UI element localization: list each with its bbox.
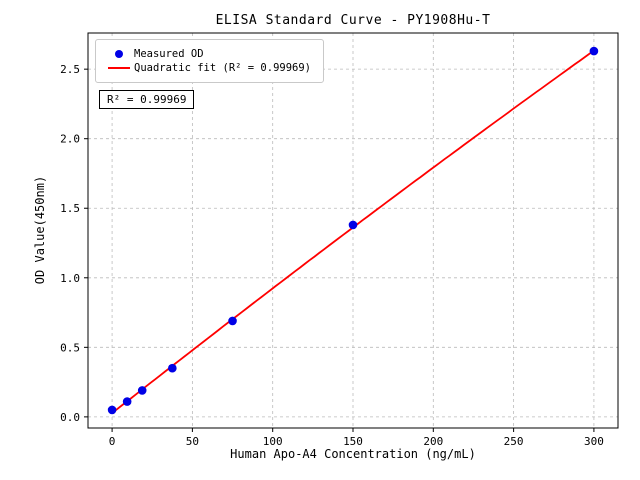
x-tick-label: 250 [504,435,524,448]
x-tick-label: 300 [584,435,604,448]
y-tick-label: 1.5 [60,202,80,215]
y-tick-label: 2.0 [60,133,80,146]
data-point [348,220,358,230]
x-tick-label: 50 [186,435,199,448]
y-tick-label: 1.0 [60,272,80,285]
legend: Measured OD Quadratic fit (R² = 0.99969) [95,39,325,83]
y-tick-label: 0.5 [60,341,80,354]
x-tick-label: 0 [109,435,116,448]
x-tick-label: 150 [343,435,363,448]
data-point [168,363,177,373]
legend-label-measured-od: Measured OD [134,48,204,60]
y-tick-label: 2.5 [60,63,80,76]
y-tick-label: 0.0 [60,411,80,424]
x-tick-label: 100 [263,435,283,448]
x-tick-label: 200 [423,435,443,448]
data-point [589,46,599,56]
line-marker-icon [104,67,134,69]
chart-title: ELISA Standard Curve - PY1908Hu-T [215,13,491,28]
data-point [228,316,237,326]
data-point [137,386,147,395]
data-point [122,397,132,406]
data-point [107,405,117,415]
x-axis-label: Human Apo-A4 Concentration (ng/mL) [230,447,476,461]
r-squared-annotation: R² = 0.99969 [99,90,195,109]
legend-item-quadratic-fit: Quadratic fit (R² = 0.99969) [104,62,311,74]
scatter-marker-icon [104,50,134,58]
plot-border [87,32,619,429]
legend-item-measured-od: Measured OD [104,48,311,60]
legend-label-quadratic-fit: Quadratic fit (R² = 0.99969) [134,62,312,74]
